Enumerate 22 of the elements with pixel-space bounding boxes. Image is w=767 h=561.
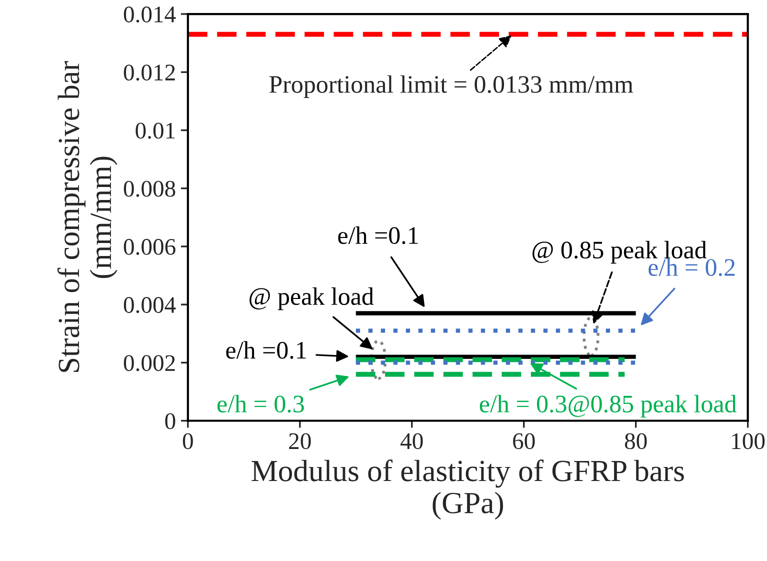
x-tick-label: 80 bbox=[624, 433, 647, 450]
y-tick-label: 0.014 bbox=[124, 6, 176, 23]
x-tick-label: 60 bbox=[513, 433, 535, 450]
annotation: @ peak load bbox=[250, 287, 374, 310]
y-tick-label: 0.006 bbox=[124, 238, 176, 255]
y-tick-label: 0.004 bbox=[124, 297, 176, 314]
y-tick-label: 0.012 bbox=[124, 64, 175, 81]
y-tick-label: 0.002 bbox=[124, 355, 175, 372]
y-tick-label: 0.01 bbox=[136, 122, 175, 139]
annotation: e/h =0.1 bbox=[226, 341, 306, 359]
x-tick-label: 20 bbox=[289, 433, 311, 450]
annotation: e/h = 0.3@0.85 peak load bbox=[480, 394, 736, 418]
y-tick-label: 0 bbox=[165, 413, 176, 430]
x-axis-title: Modulus of elasticity of GFRP bars (GPa) bbox=[252, 460, 684, 520]
x-tick-label: 40 bbox=[400, 433, 423, 450]
x-tick-label: 0 bbox=[182, 433, 193, 450]
y-axis-title: Strain of compressive bar (mm/mm) bbox=[57, 61, 118, 372]
y-tick-label: 0.008 bbox=[124, 180, 176, 197]
annotation: e/h = 0.3 bbox=[217, 394, 304, 413]
ref-line-label: Proportional limit = 0.0133 mm/mm bbox=[269, 75, 634, 98]
x-tick-label: 100 bbox=[732, 433, 765, 450]
annotation: e/h =0.1 bbox=[338, 226, 418, 244]
